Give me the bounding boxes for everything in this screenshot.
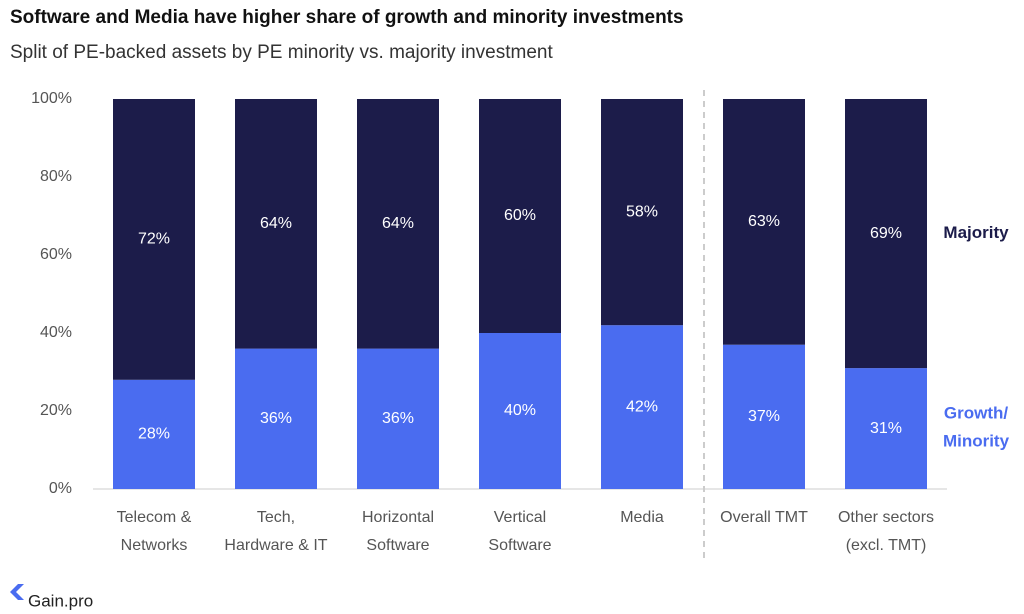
y-tick-label: 80% — [40, 168, 72, 185]
y-tick-label: 100% — [31, 90, 72, 107]
value-label: 37% — [748, 408, 780, 425]
y-tick-label: 0% — [49, 480, 72, 497]
bar-segment — [479, 99, 561, 333]
bar-segment — [845, 99, 927, 369]
value-label: 64% — [382, 215, 414, 232]
value-label: 36% — [260, 410, 292, 427]
x-tick-label: Media — [620, 509, 664, 526]
value-label: 28% — [138, 426, 170, 443]
y-tick-label: 60% — [40, 246, 72, 263]
x-tick-label: Vertical Software — [488, 509, 551, 554]
bar-segment — [601, 99, 683, 326]
bar-segment — [235, 348, 317, 489]
value-label: 31% — [870, 420, 902, 437]
value-label: 72% — [138, 231, 170, 248]
value-label: 64% — [260, 215, 292, 232]
x-tick-label: Telecom & Networks — [117, 509, 192, 554]
y-tick-label: 40% — [40, 324, 72, 341]
x-tick-label: Other sectors (excl. TMT) — [838, 509, 934, 554]
legend-label: Majority — [943, 223, 1009, 242]
bar-segment — [357, 348, 439, 489]
chart-title: Software and Media have higher share of … — [10, 7, 684, 28]
x-tick-label: Horizontal Software — [362, 509, 434, 554]
bar-segment — [479, 333, 561, 489]
x-tick-label: Tech, Hardware & IT — [224, 509, 327, 554]
chart-subtitle: Split of PE-backed assets by PE minority… — [10, 42, 553, 63]
value-label: 36% — [382, 410, 414, 427]
y-tick-label: 20% — [40, 402, 72, 419]
bar-segment — [113, 99, 195, 380]
bar-segment — [723, 99, 805, 345]
bar-segment — [845, 368, 927, 489]
logo: Gain.pro — [28, 591, 93, 610]
value-label: 40% — [504, 402, 536, 419]
value-label: 60% — [504, 207, 536, 224]
value-label: 69% — [870, 225, 902, 242]
logo-icon — [10, 584, 24, 600]
legend-label: Growth/Minority — [943, 404, 1010, 451]
bar-segment — [113, 379, 195, 489]
bar-segment — [723, 344, 805, 489]
bar-segment — [601, 325, 683, 489]
bar-segment — [357, 99, 439, 349]
value-label: 42% — [626, 398, 658, 415]
x-tick-label: Overall TMT — [720, 509, 808, 526]
value-label: 58% — [626, 203, 658, 220]
bar-segment — [235, 99, 317, 349]
value-label: 63% — [748, 213, 780, 230]
